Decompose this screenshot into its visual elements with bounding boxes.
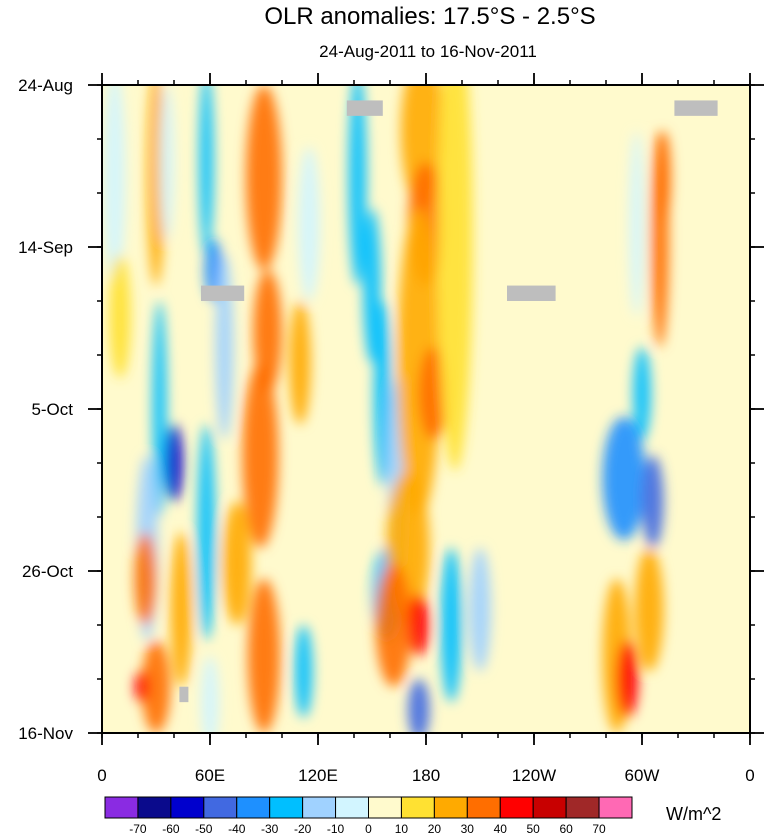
colorbar-unit-label: W/m^2 — [666, 804, 721, 824]
missing-data-patch-2 — [201, 285, 245, 301]
anomaly-band-4 — [152, 301, 167, 517]
x-tick-label: 120E — [298, 766, 338, 785]
colorbar-level-label: -30 — [261, 822, 279, 834]
y-tick-label: 14-Sep — [18, 238, 73, 257]
anomaly-band-17 — [253, 270, 282, 394]
colorbar-level-label: 10 — [395, 822, 409, 834]
anomaly-band-7 — [134, 532, 156, 625]
colorbar-swatch — [433, 796, 468, 819]
colorbar-level-label: 0 — [365, 822, 372, 834]
x-tick-label: 180 — [412, 766, 440, 785]
colorbar-level-label: -20 — [294, 822, 312, 834]
colorbar-level-label: -60 — [162, 822, 180, 834]
x-tick-label: 120W — [512, 766, 556, 785]
colorbar-level-label: 20 — [428, 822, 442, 834]
anomaly-band-1 — [109, 254, 131, 379]
anomaly-band-47 — [616, 640, 639, 718]
anomaly-band-22 — [289, 301, 311, 425]
y-tick-label: 24-Aug — [18, 76, 73, 95]
chart-subtitle: 24-Aug-2011 to 16-Nov-2011 — [319, 42, 537, 61]
colorbar-swatch — [170, 796, 205, 819]
anomaly-band-38 — [436, 85, 473, 471]
anomaly-band-24 — [348, 85, 367, 286]
colorbar-swatch — [466, 796, 501, 819]
anomaly-band-41 — [633, 347, 651, 440]
colorbar-swatch — [400, 796, 435, 819]
anomaly-band-25 — [363, 208, 381, 363]
colorbar: -70 -60 -50 -40 -30 -20 -10 0 10 20 30 40 50 60 70 — [104, 796, 633, 834]
colorbar-level-label: 50 — [527, 822, 541, 834]
colorbar-level-label: 40 — [494, 822, 508, 834]
colorbar-level-label: -70 — [129, 822, 147, 834]
y-tick-label: 16-Nov — [18, 724, 73, 743]
anomaly-band-14 — [197, 424, 216, 641]
colorbar-swatch — [532, 796, 567, 819]
anomaly-band-5 — [165, 424, 183, 502]
anomaly-band-34 — [375, 563, 412, 687]
colorbar-swatch — [104, 796, 139, 819]
x-tick-label: 60W — [625, 766, 660, 785]
colorbar-level-label: -40 — [228, 822, 246, 834]
colorbar-swatch — [368, 796, 402, 819]
anomaly-band-20 — [247, 578, 281, 733]
anomaly-band-23 — [294, 625, 313, 718]
chart-title: OLR anomalies: 17.5°S - 2.5°S — [264, 3, 595, 30]
anomaly-band-35 — [408, 594, 430, 656]
anomaly-band-40 — [629, 131, 644, 317]
anomaly-band-3 — [159, 85, 174, 240]
colorbar-swatch — [236, 796, 271, 819]
missing-data-patch-3 — [507, 285, 556, 301]
anomaly-band-18 — [242, 362, 279, 548]
colorbar-level-label: -50 — [195, 822, 213, 834]
anomaly-band-48 — [634, 547, 664, 672]
colorbar-level-label: -10 — [327, 822, 345, 834]
anomaly-band-26 — [373, 301, 392, 487]
anomaly-band-45 — [656, 131, 671, 224]
anomaly-band-8 — [170, 532, 192, 687]
anomaly-band-16 — [246, 85, 282, 271]
colorbar-swatch — [499, 796, 534, 819]
anomaly-band-43 — [642, 455, 664, 548]
x-tick-label: 60E — [195, 766, 225, 785]
colorbar-swatch — [203, 796, 238, 819]
anomaly-band-19 — [222, 501, 252, 625]
x-tick-label: 0 — [97, 766, 106, 785]
anomaly-band-9 — [141, 640, 171, 733]
y-tick-label: 26-Oct — [22, 562, 73, 581]
colorbar-swatch — [335, 796, 369, 819]
colorbar-swatch — [302, 796, 337, 819]
y-tick-label: 5-Oct — [31, 400, 73, 419]
anomaly-band-0 — [103, 85, 126, 286]
colorbar-level-label: 70 — [592, 822, 606, 834]
anomaly-band-10 — [134, 671, 149, 703]
colorbar-swatch — [137, 796, 172, 819]
colorbar-level-label: 60 — [559, 822, 573, 834]
x-tick-label: 0 — [745, 766, 754, 785]
colorbar-level-label: 30 — [461, 822, 475, 834]
colorbar-swatch — [269, 796, 304, 819]
axes: 0 60E 120E 180 120W 60W 0 24-Aug 14-Sep 5-Oct 26-O… — [18, 73, 764, 785]
colorbar-swatch — [598, 796, 633, 819]
anomaly-band-15 — [201, 655, 219, 733]
colorbar-swatch — [565, 796, 600, 819]
missing-data-patch-4 — [179, 686, 189, 703]
anomaly-band-13 — [215, 254, 234, 440]
missing-data-patch-0 — [346, 100, 383, 116]
anomaly-band-39 — [469, 547, 491, 672]
anomaly-band-37 — [408, 679, 430, 733]
anomaly-band-21 — [298, 146, 320, 301]
anomaly-band-42 — [602, 416, 646, 541]
anomaly-band-11 — [199, 85, 214, 255]
anomaly-band-36 — [440, 547, 463, 703]
missing-data-patch-1 — [674, 100, 718, 116]
heatmap-field — [103, 85, 718, 733]
anomaly-band-31 — [397, 208, 441, 517]
